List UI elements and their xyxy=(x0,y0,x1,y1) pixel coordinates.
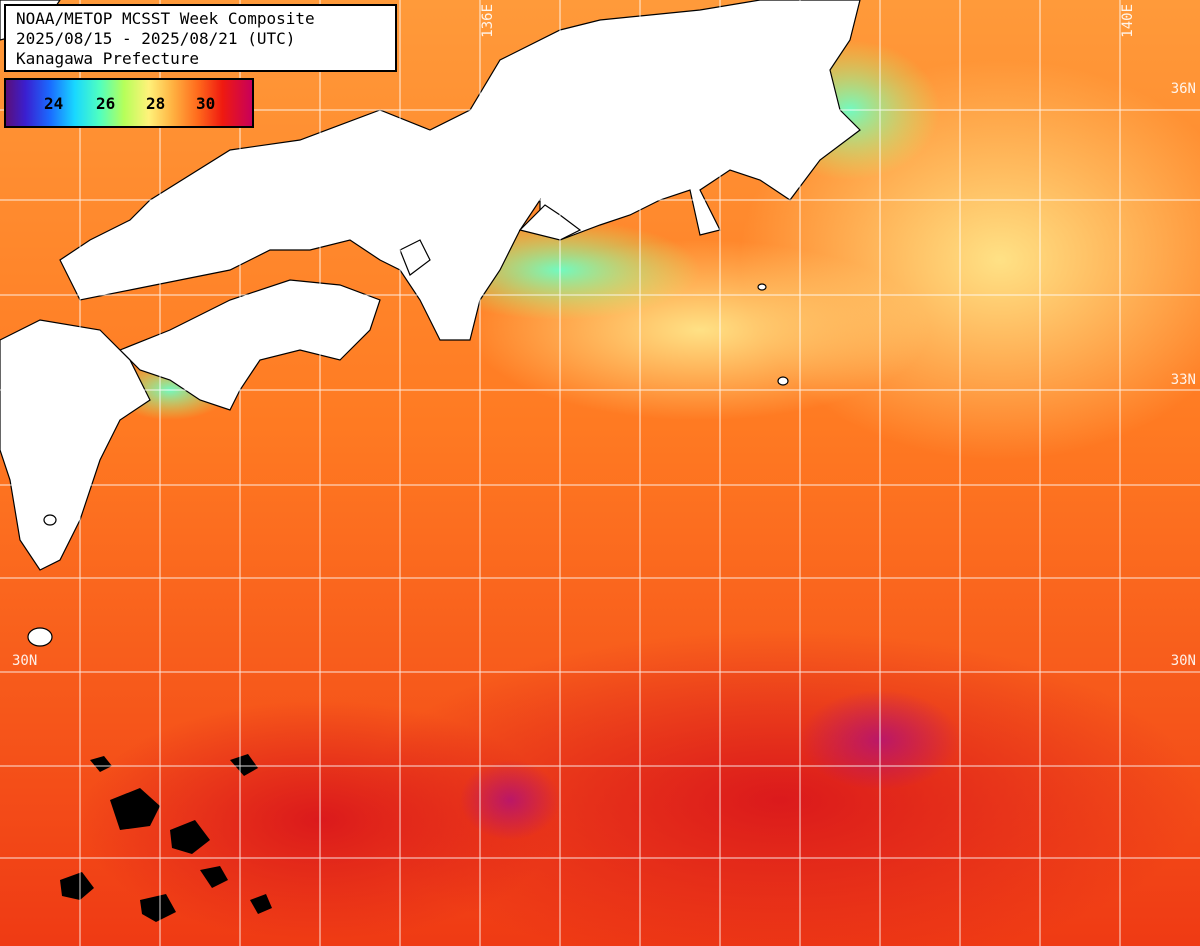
lat-label-33n-right: 33N xyxy=(1170,372,1196,388)
lon-label-140e: 140E xyxy=(1120,4,1136,38)
hot-area-south xyxy=(360,630,1200,946)
title-line-3: Kanagawa Prefecture xyxy=(16,49,200,68)
title-line-1: NOAA/METOP MCSST Week Composite xyxy=(16,9,315,28)
lat-label-30n-left: 30N xyxy=(12,653,38,669)
awaji-island xyxy=(399,239,431,276)
title-line-2: 2025/08/15 - 2025/08/21 (UTC) xyxy=(16,29,296,48)
legend-tick-24: 24 xyxy=(44,94,64,113)
legend-tick-30: 30 xyxy=(196,94,216,113)
island-1 xyxy=(27,627,53,647)
island-4 xyxy=(43,514,57,526)
land xyxy=(0,0,861,647)
island-2 xyxy=(777,376,789,386)
kyushu-land xyxy=(0,319,151,571)
temperature-color-legend: 24 26 28 30 xyxy=(4,78,254,128)
title-box: NOAA/METOP MCSST Week Composite 2025/08/… xyxy=(4,4,397,72)
lat-label-30n-right: 30N xyxy=(1170,653,1196,669)
lat-label-36n-right: 36N xyxy=(1170,81,1196,97)
island-3 xyxy=(757,283,767,291)
lon-label-136e: 136E xyxy=(480,4,496,38)
kii-peninsula xyxy=(518,204,582,241)
legend-tick-28: 28 xyxy=(146,94,166,113)
purple-patch-2 xyxy=(460,760,560,840)
legend-tick-26: 26 xyxy=(96,94,116,113)
cloud-mask-patches xyxy=(60,754,272,922)
lat-label-33n-left: 33N xyxy=(10,373,36,389)
